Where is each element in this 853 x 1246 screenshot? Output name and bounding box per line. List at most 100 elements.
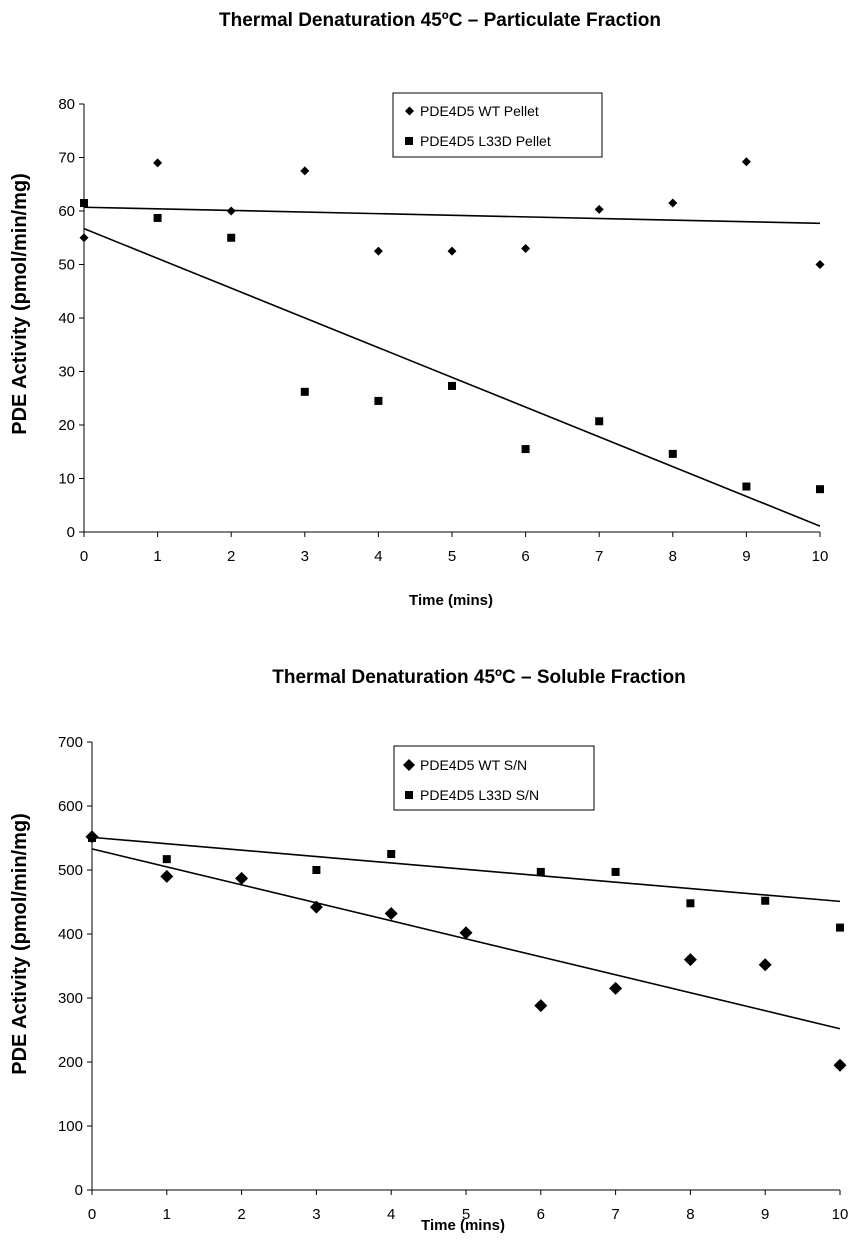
plot-area: 0 10 20 30 40 50 60 70 80 0 1 2 3 4 5 6 7 8 9 10	[58, 96, 828, 565]
y-tick-label: 0	[67, 524, 75, 541]
data-point-diamond	[534, 999, 548, 1013]
data-point-square	[227, 233, 236, 242]
chart-title: Thermal Denaturation 45ºC – Particulate …	[219, 10, 661, 31]
data-point-square	[816, 485, 824, 494]
y-tick-label: 70	[58, 150, 75, 167]
data-point-diamond	[300, 166, 310, 176]
y-tick-label: 0	[75, 1182, 83, 1199]
x-tick-label: 6	[521, 548, 529, 565]
y-tick-label: 20	[58, 417, 75, 434]
data-point-diamond	[79, 233, 89, 243]
data-point-diamond	[683, 953, 697, 967]
x-tick-label: 4	[387, 1206, 395, 1223]
x-axis-label: Time (mins)	[409, 592, 493, 609]
x-tick-label: 3	[312, 1206, 320, 1223]
y-axis-label: PDE Activity (pmol/min/mg)	[9, 813, 31, 1075]
y-tick-label: 40	[58, 310, 75, 327]
y-tick-label: 30	[58, 364, 75, 381]
trendline-l33d	[91, 836, 841, 903]
legend: PDE4D5 WT S/N PDE4D5 L33D S/N	[393, 745, 595, 811]
data-point-diamond	[235, 871, 249, 885]
y-tick-label: 60	[58, 203, 75, 220]
y-tick-label: 80	[58, 96, 75, 113]
data-point-diamond	[815, 260, 825, 269]
legend-entry-0: PDE4D5 WT Pellet	[420, 103, 539, 119]
data-point-diamond	[609, 981, 623, 995]
data-point-square	[686, 899, 695, 908]
y-tick-label: 700	[58, 734, 83, 751]
data-point-square	[611, 867, 620, 876]
x-tick-label: 6	[537, 1206, 545, 1223]
trendline-l33d	[83, 227, 821, 527]
data-point-diamond	[309, 900, 323, 914]
legend-entry-1: PDE4D5 L33D Pellet	[420, 133, 551, 149]
data-point-diamond	[226, 206, 236, 216]
data-point-square	[80, 198, 88, 207]
y-tick-label: 400	[58, 926, 83, 943]
legend-box	[393, 745, 595, 811]
y-tick-label: 500	[58, 862, 83, 879]
data-point-square	[153, 213, 162, 222]
data-point-diamond	[594, 204, 604, 214]
legend-box	[392, 92, 603, 158]
data-point-diamond	[373, 246, 383, 256]
trendline-wt	[83, 206, 821, 225]
x-tick-label: 8	[669, 548, 677, 565]
data-point-diamond	[153, 158, 163, 168]
data-point-square	[836, 923, 844, 932]
data-point-square	[387, 850, 396, 858]
x-tick-label: 2	[227, 548, 235, 565]
data-point-diamond	[160, 869, 174, 883]
data-point-square	[761, 896, 770, 905]
x-tick-label: 9	[761, 1206, 769, 1223]
x-tick-label: 10	[812, 548, 829, 565]
data-point-diamond	[741, 157, 751, 167]
data-point-square	[521, 445, 530, 454]
x-tick-label: 5	[448, 548, 456, 565]
y-axis-label: PDE Activity (pmol/min/mg)	[9, 173, 31, 435]
y-tick-label: 600	[58, 798, 83, 815]
x-tick-label: 1	[153, 548, 161, 565]
legend-entry-0: PDE4D5 WT S/N	[420, 757, 527, 773]
data-point-diamond	[459, 926, 473, 940]
data-point-square	[668, 449, 677, 458]
data-point-diamond	[668, 198, 678, 208]
legend: PDE4D5 WT Pellet PDE4D5 L33D Pellet	[392, 92, 603, 158]
data-point-square	[536, 867, 545, 876]
y-tick-label: 10	[58, 471, 75, 488]
x-tick-label: 9	[742, 548, 750, 565]
chart-particulate-fraction: Thermal Denaturation 45ºC – Particulate …	[9, 10, 828, 609]
x-axis-label: Time (mins)	[421, 1217, 505, 1234]
x-tick-label: 4	[374, 548, 382, 565]
x-tick-label: 8	[686, 1206, 694, 1223]
chart-title: Thermal Denaturation 45ºC – Soluble Frac…	[272, 667, 685, 688]
data-point-square	[595, 417, 604, 426]
y-tick-label: 50	[58, 257, 75, 274]
legend-marker-diamond	[405, 106, 414, 116]
chart-soluble-fraction: Thermal Denaturation 45ºC – Soluble Frac…	[9, 667, 848, 1234]
x-tick-label: 0	[80, 548, 88, 565]
legend-marker-square	[405, 137, 413, 145]
x-tick-label: 10	[832, 1206, 849, 1223]
x-tick-label: 2	[237, 1206, 245, 1223]
y-tick-label: 200	[58, 1054, 83, 1071]
data-point-square	[374, 396, 383, 405]
data-point-diamond	[758, 958, 772, 972]
data-point-square	[448, 381, 456, 390]
x-tick-label: 5	[462, 1206, 470, 1223]
x-tick-label: 0	[88, 1206, 96, 1223]
data-point-diamond	[447, 246, 457, 256]
y-tick-label: 100	[58, 1118, 83, 1135]
data-point-square	[742, 482, 751, 491]
y-tick-label: 300	[58, 990, 83, 1007]
legend-entry-1: PDE4D5 L33D S/N	[420, 787, 539, 803]
data-point-diamond	[384, 907, 398, 921]
legend-marker-diamond	[403, 759, 415, 771]
legend-marker-square	[405, 791, 413, 799]
data-point-square	[162, 855, 171, 864]
data-point-diamond	[833, 1058, 847, 1072]
data-point-square	[88, 834, 96, 842]
plot-area: 0 100 200 300 400 500 600 700 0 1 2 3 4 5 6 7 8 9 10	[58, 734, 848, 1223]
data-point-square	[312, 866, 321, 874]
